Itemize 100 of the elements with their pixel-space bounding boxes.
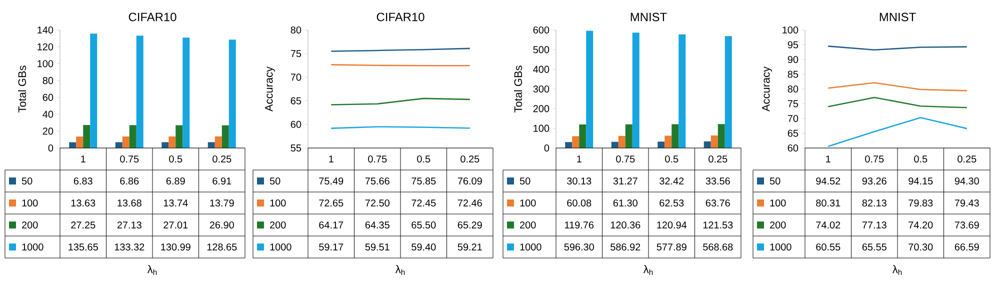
bar: [672, 124, 679, 148]
data-label: 59.17: [319, 243, 344, 251]
data-label: 94.15: [908, 177, 933, 185]
data-label: 586.92: [610, 243, 640, 251]
bar: [115, 142, 122, 148]
y-tick-label: 60: [42, 94, 54, 101]
legend-label: 200: [520, 221, 536, 229]
y-tick-label: 70: [788, 114, 798, 122]
y-tick-label: 80: [788, 85, 798, 93]
line-series: [827, 82, 968, 92]
legend-label: 100: [22, 199, 38, 207]
legend-label: 100: [520, 199, 536, 207]
x-axis-title: λ$_{h}$: [892, 265, 902, 275]
bar: [90, 34, 98, 148]
data-label: 63.76: [706, 199, 730, 207]
bar: [122, 136, 130, 148]
data-label: 72.65: [319, 199, 344, 207]
y-tick-label: 60: [788, 144, 798, 152]
data-label: 79.43: [954, 199, 979, 207]
chart-title: MNIST: [880, 12, 916, 22]
bar: [214, 136, 222, 148]
bar: [176, 125, 183, 148]
data-label: 6.91: [212, 177, 232, 185]
data-label: 64.35: [365, 221, 390, 229]
y-tick-label: 400: [533, 66, 550, 73]
legend-label: 100: [770, 199, 786, 207]
bar: [76, 136, 84, 148]
y-axis-title: Accuracy: [265, 66, 275, 112]
y-tick-label: 100: [38, 60, 54, 68]
legend-label: 50: [770, 177, 780, 185]
data-label: 27.01: [164, 221, 188, 229]
data-label: 596.30: [564, 243, 594, 251]
line-series: [827, 96, 968, 108]
data-label: 72.50: [365, 199, 390, 207]
chart-title: MNIST: [630, 12, 667, 22]
data-label: 65.50: [412, 221, 436, 229]
y-tick-label: 20: [42, 128, 54, 135]
x-tick-label: 0.75: [120, 155, 139, 163]
data-label: 121.53: [703, 221, 733, 229]
legend-label: 1000: [520, 243, 542, 251]
bar: [129, 125, 136, 148]
y-tick-label: 85: [788, 70, 798, 78]
data-label: 6.86: [120, 177, 139, 185]
y-tick-label: 60: [290, 120, 302, 128]
data-label: 568.68: [703, 243, 733, 251]
bar: [664, 136, 672, 148]
legend-label: 50: [22, 177, 32, 185]
bar: [168, 136, 176, 148]
data-label: 61.30: [613, 199, 638, 207]
data-label: 65.55: [862, 243, 886, 251]
chart-title: CIFAR10: [128, 12, 176, 22]
data-label: 6.89: [166, 177, 185, 185]
y-tick-label: 40: [42, 110, 54, 118]
y-tick-label: 100: [534, 124, 550, 132]
data-label: 135.65: [68, 243, 98, 251]
data-label: 76.09: [458, 177, 482, 185]
x-tick-label: 0.75: [616, 155, 635, 163]
y-tick-label: 80: [290, 26, 302, 34]
data-label: 82.13: [862, 199, 886, 207]
data-label: 119.76: [565, 221, 594, 229]
y-tick-label: 300: [533, 85, 550, 93]
x-tick-label: 0.75: [865, 155, 884, 163]
y-tick-label: 120: [38, 43, 54, 50]
data-label: 75.66: [365, 177, 390, 185]
bar: [572, 136, 580, 148]
data-label: 75.85: [412, 177, 436, 185]
y-tick-label: 65: [788, 130, 798, 137]
x-tick-label: 0.75: [368, 155, 387, 163]
data-label: 27.25: [71, 221, 96, 229]
x-tick-label: 0.5: [665, 155, 678, 163]
legend-label: 200: [770, 221, 786, 229]
data-label: 60.08: [567, 199, 592, 207]
y-tick-label: 95: [788, 41, 798, 48]
bar: [618, 136, 626, 148]
x-tick-label: 0.25: [708, 155, 728, 163]
bar: [632, 32, 640, 148]
y-axis-title: Total GBs: [18, 66, 26, 112]
legend-label: 1000: [770, 243, 792, 251]
data-label: 30.13: [567, 177, 592, 185]
y-tick-label: 200: [533, 105, 550, 112]
legend-label: 50: [520, 177, 530, 185]
data-label: 77.13: [862, 221, 886, 229]
y-tick-label: 65: [290, 97, 302, 104]
x-axis-title: λ$_{h}$: [395, 265, 405, 275]
bar: [658, 142, 665, 148]
y-tick-label: 100: [782, 26, 798, 34]
data-label: 59.21: [458, 243, 482, 251]
y-tick-label: 80: [42, 77, 54, 84]
x-tick-label: 0.5: [169, 155, 182, 163]
y-axis-title: Total GBs: [514, 66, 522, 112]
data-label: 72.45: [412, 199, 436, 207]
data-label: 577.89: [656, 243, 686, 251]
data-label: 59.51: [365, 243, 390, 251]
legend-label: 1000: [270, 243, 292, 251]
data-label: 13.79: [210, 199, 234, 207]
x-tick-label: 0.25: [958, 155, 976, 163]
data-label: 65.29: [458, 221, 482, 229]
data-label: 130.99: [161, 243, 190, 251]
bar: [718, 124, 725, 148]
bar: [625, 124, 632, 148]
